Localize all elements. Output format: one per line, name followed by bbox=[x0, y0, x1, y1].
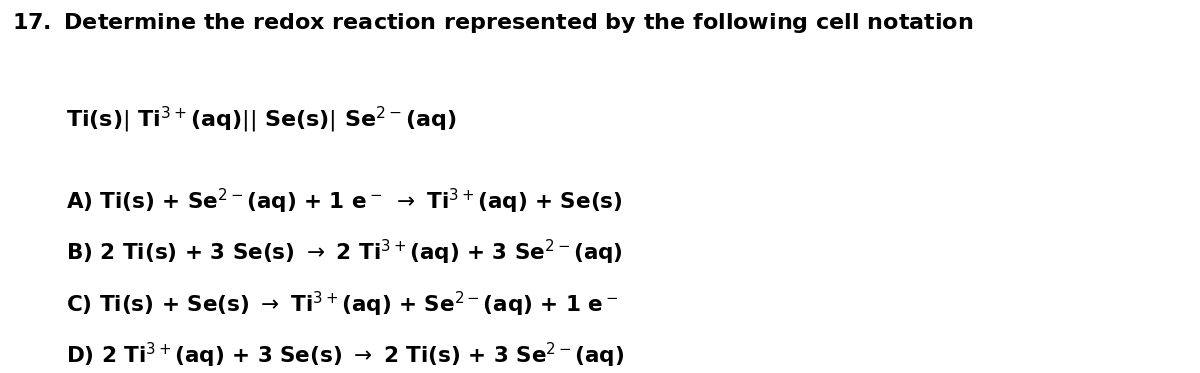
Text: Ti(s)$|$ Ti$^{3+}$(aq)$||$ Se(s)$|$ Se$^{2-}$(aq): Ti(s)$|$ Ti$^{3+}$(aq)$||$ Se(s)$|$ Se$^… bbox=[66, 104, 456, 135]
Text: $\bf{17.}$ Determine the redox reaction represented by the following cell notati: $\bf{17.}$ Determine the redox reaction … bbox=[12, 11, 973, 35]
Text: D) 2 Ti$^{3+}$(aq) + 3 Se(s) $\rightarrow$ 2 Ti(s) + 3 Se$^{2-}$(aq): D) 2 Ti$^{3+}$(aq) + 3 Se(s) $\rightarro… bbox=[66, 341, 624, 370]
Text: A) Ti(s) + Se$^{2-}$(aq) + 1 e$^-$ $\rightarrow$ Ti$^{3+}$(aq) + Se(s): A) Ti(s) + Se$^{2-}$(aq) + 1 e$^-$ $\rig… bbox=[66, 186, 623, 216]
Text: C) Ti(s) + Se(s) $\rightarrow$ Ti$^{3+}$(aq) + Se$^{2-}$(aq) + 1 e$^-$: C) Ti(s) + Se(s) $\rightarrow$ Ti$^{3+}$… bbox=[66, 289, 618, 319]
Text: B) 2 Ti(s) + 3 Se(s) $\rightarrow$ 2 Ti$^{3+}$(aq) + 3 Se$^{2-}$(aq): B) 2 Ti(s) + 3 Se(s) $\rightarrow$ 2 Ti$… bbox=[66, 238, 623, 267]
